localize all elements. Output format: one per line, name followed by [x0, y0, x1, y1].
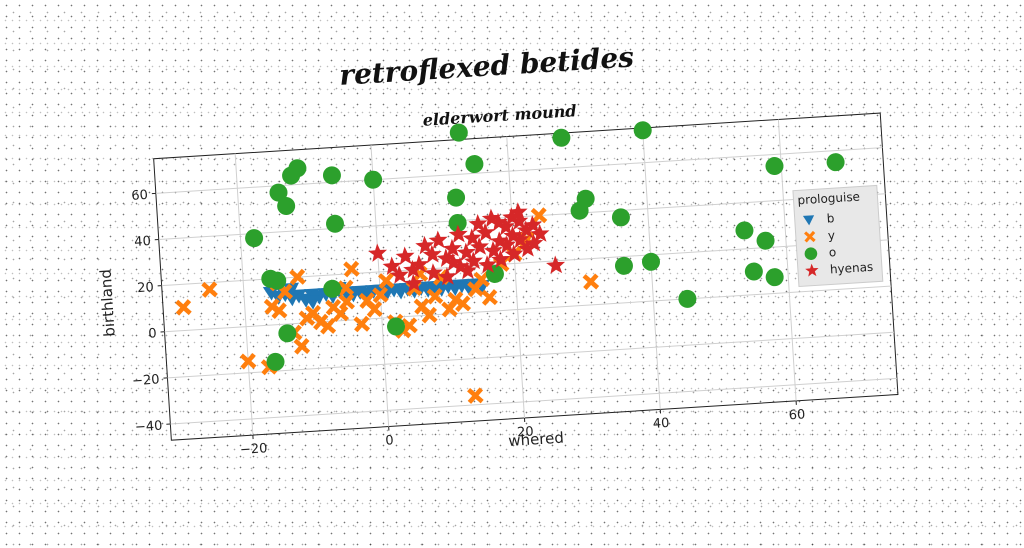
data-point	[343, 261, 360, 278]
legend-label: b	[826, 211, 834, 225]
chart-title: retroflexed betides	[338, 40, 635, 91]
data-point	[353, 316, 370, 333]
y-tick-label: 20	[137, 280, 154, 296]
legend-label: o	[828, 245, 836, 259]
data-point	[744, 262, 763, 281]
data-point	[201, 281, 218, 298]
data-point	[364, 170, 383, 189]
y-tick-label: −20	[132, 372, 160, 389]
y-tick-label: 0	[148, 326, 157, 341]
data-point	[678, 289, 697, 308]
data-point	[447, 188, 466, 207]
x-grid-line	[507, 137, 525, 418]
data-point	[175, 299, 192, 316]
data-point	[582, 273, 599, 290]
data-point	[735, 221, 754, 240]
y-axis-label: birthland	[97, 269, 119, 338]
y-tick-label: −40	[135, 419, 163, 436]
data-point	[546, 255, 566, 274]
data-point	[271, 302, 288, 319]
data-point	[614, 256, 633, 275]
y-tick-label: 60	[131, 188, 148, 204]
legend-label: hyenas	[830, 260, 874, 277]
data-point	[552, 128, 571, 147]
x-tick-label: 0	[385, 433, 394, 448]
data-point	[366, 301, 383, 318]
data-point	[325, 214, 344, 233]
data-point	[765, 268, 784, 287]
data-point	[319, 318, 336, 335]
legend-label: y	[827, 228, 835, 242]
data-point	[826, 153, 845, 172]
x-tick-label: 40	[652, 416, 669, 432]
data-point	[293, 338, 310, 355]
x-tick-label: −20	[240, 441, 268, 458]
x-tick-label: 60	[788, 407, 805, 423]
chart-subtitle: elderwort mound	[422, 101, 577, 130]
x-grid-line	[235, 154, 253, 435]
data-point	[633, 121, 652, 140]
x-axis-label: whered	[508, 429, 565, 450]
data-point	[245, 229, 264, 248]
data-point	[465, 155, 484, 174]
y-tick-label: 40	[134, 234, 151, 250]
data-point	[467, 387, 484, 404]
data-marks	[165, 100, 858, 422]
data-point	[481, 289, 498, 306]
data-point	[278, 324, 297, 343]
